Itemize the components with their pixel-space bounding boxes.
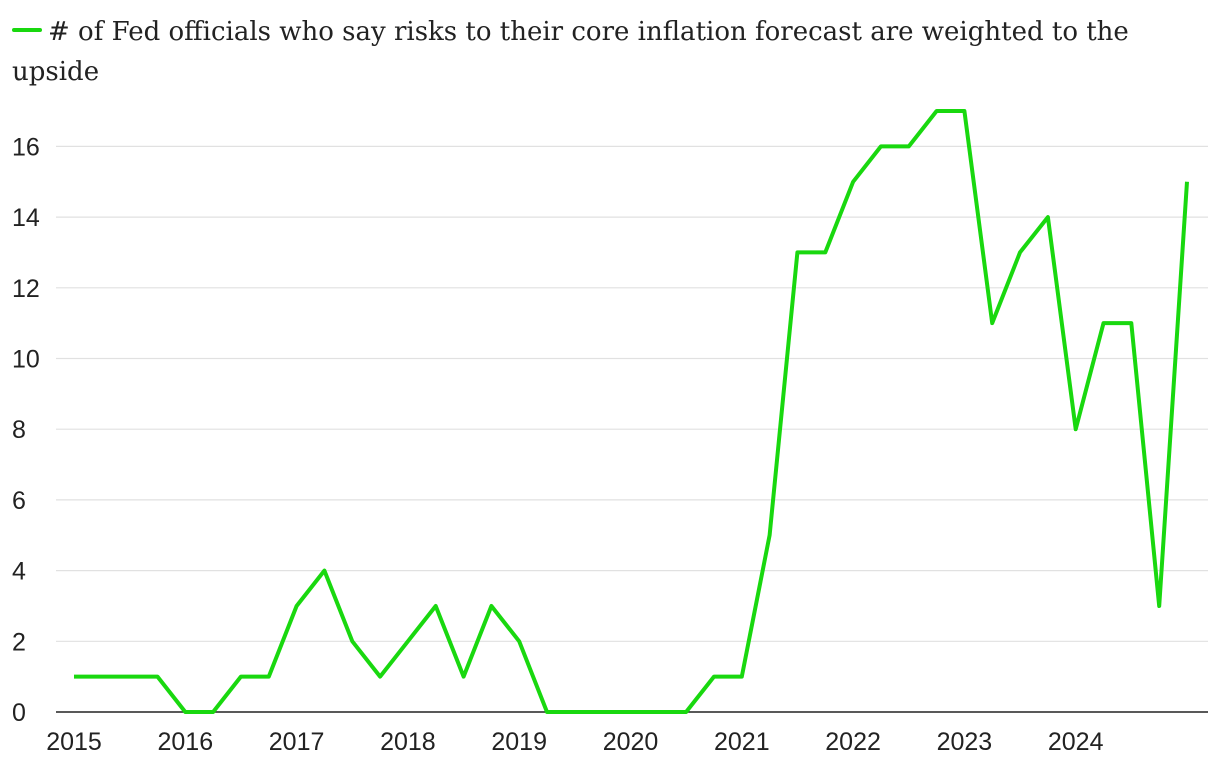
data-point [907, 144, 911, 148]
y-tick-label: 16 [12, 133, 40, 161]
x-tick-label: 2020 [603, 728, 659, 756]
data-point [517, 639, 521, 643]
data-point [378, 675, 382, 679]
legend: # of Fed officials who say risks to thei… [12, 12, 1192, 92]
data-point [712, 675, 716, 679]
data-point [489, 604, 493, 608]
data-point [128, 675, 132, 679]
data-point [183, 710, 187, 714]
data-point [1129, 321, 1133, 325]
x-tick-label: 2023 [937, 728, 993, 756]
data-point [406, 639, 410, 643]
legend-swatch [12, 28, 42, 32]
data-point [1018, 250, 1022, 254]
data-point [629, 710, 633, 714]
x-tick-label: 2018 [380, 728, 436, 756]
data-point [740, 675, 744, 679]
data-point [935, 109, 939, 113]
data-point [1046, 215, 1050, 219]
data-point [768, 533, 772, 537]
data-point [295, 604, 299, 608]
x-tick-label: 2017 [269, 728, 325, 756]
y-tick-label: 4 [12, 558, 26, 586]
data-point [879, 144, 883, 148]
x-tick-label: 2021 [714, 728, 770, 756]
x-tick-label: 2015 [46, 728, 102, 756]
data-point [684, 710, 688, 714]
y-tick-label: 2 [12, 628, 26, 656]
data-point [795, 250, 799, 254]
data-point [990, 321, 994, 325]
data-point [462, 675, 466, 679]
data-point [211, 710, 215, 714]
data-point [573, 710, 577, 714]
data-point [823, 250, 827, 254]
data-point [155, 675, 159, 679]
y-axis: 0 2 4 6 8 10 12 14 16 [12, 133, 40, 727]
data-point [1074, 427, 1078, 431]
data-point [1102, 321, 1106, 325]
data-point [72, 675, 76, 679]
data-point [1185, 180, 1189, 184]
y-tick-label: 10 [12, 346, 40, 374]
data-point [601, 710, 605, 714]
y-tick-label: 14 [12, 204, 40, 232]
data-point [322, 569, 326, 573]
y-tick-label: 12 [12, 275, 40, 303]
data-point [962, 109, 966, 113]
data-point [851, 180, 855, 184]
series-group [72, 109, 1189, 714]
y-tick-label: 6 [12, 487, 26, 515]
data-point [1157, 604, 1161, 608]
x-tick-label: 2016 [157, 728, 213, 756]
data-point [545, 710, 549, 714]
data-point [100, 675, 104, 679]
y-tick-label: 8 [12, 416, 26, 444]
x-tick-label: 2024 [1048, 728, 1104, 756]
data-point [239, 675, 243, 679]
x-tick-label: 2022 [825, 728, 881, 756]
data-point [350, 639, 354, 643]
y-tick-label: 0 [12, 699, 26, 727]
data-point [434, 604, 438, 608]
x-tick-label: 2019 [491, 728, 547, 756]
legend-label: # of Fed officials who say risks to thei… [12, 17, 1129, 87]
data-point [656, 710, 660, 714]
series-line-0 [74, 109, 1189, 714]
x-axis: 2015 2016 2017 2018 2019 2020 2021 2022 2023 2024 [46, 728, 1103, 756]
data-point [267, 675, 271, 679]
